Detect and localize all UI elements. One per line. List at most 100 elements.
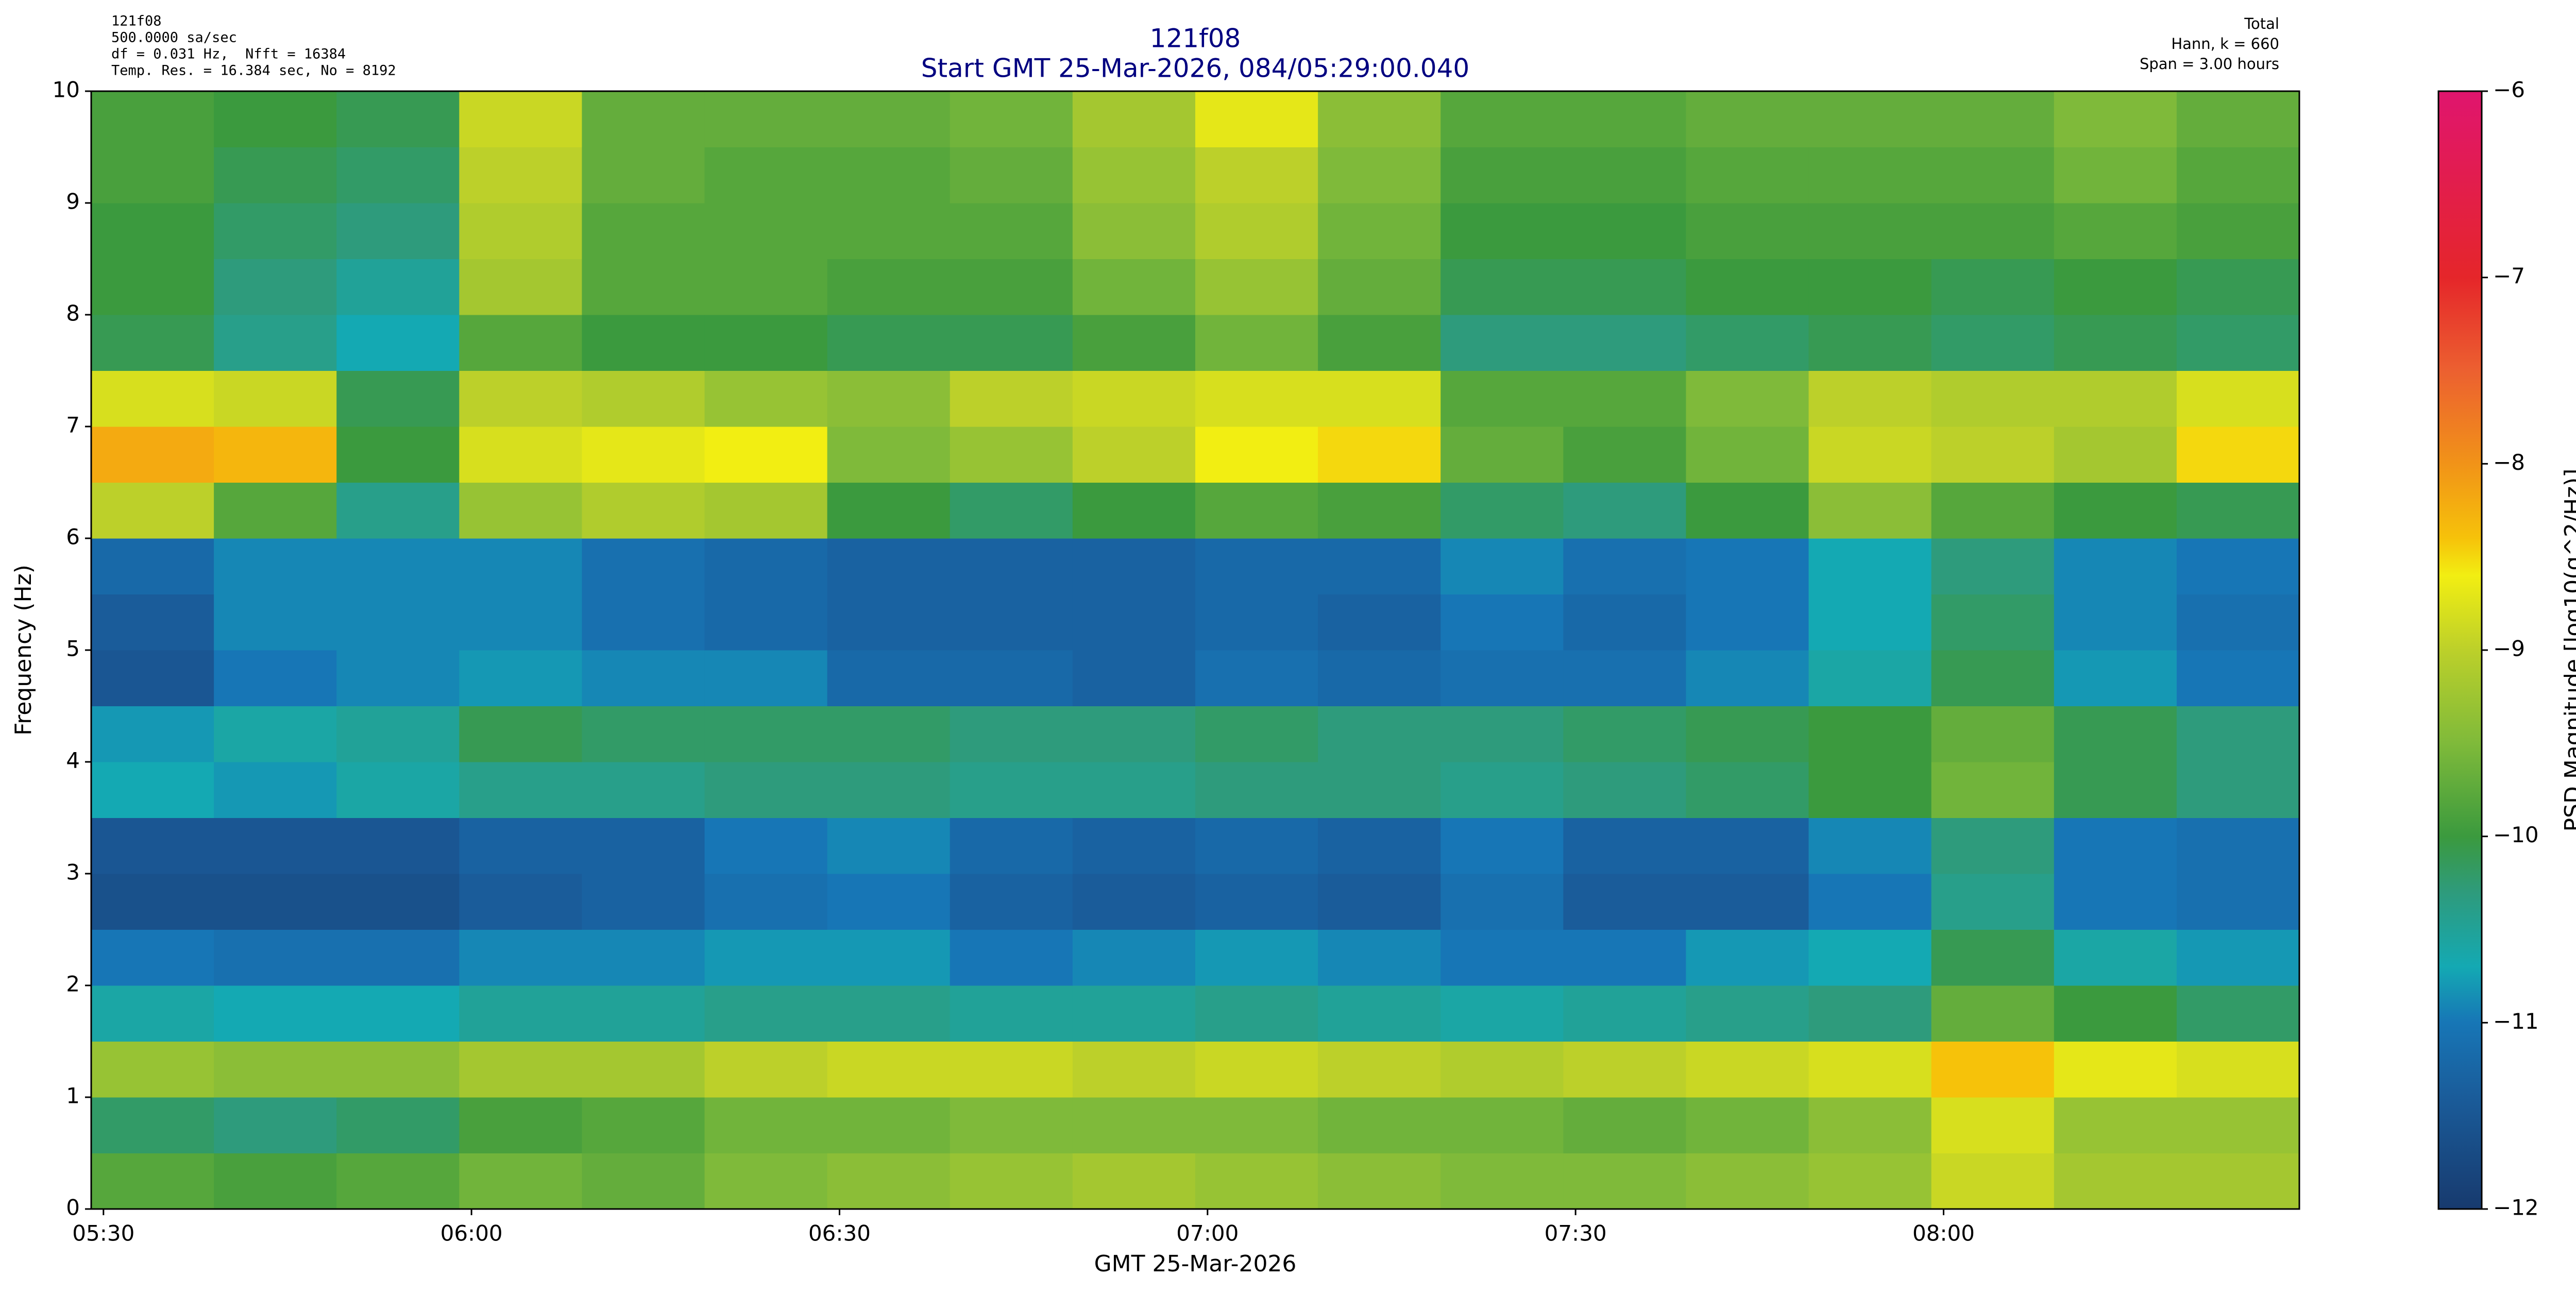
heatmap-cell bbox=[2054, 427, 2177, 483]
heatmap-cell bbox=[950, 985, 1073, 1042]
y-tick-label: 5 bbox=[66, 636, 80, 661]
heatmap-cell bbox=[1440, 1153, 1564, 1210]
y-tick-label: 6 bbox=[66, 524, 80, 550]
heatmap-cell bbox=[704, 427, 828, 483]
heatmap-cell bbox=[2176, 259, 2300, 315]
heatmap-cell bbox=[1563, 147, 1686, 203]
heatmap-cell bbox=[1440, 370, 1564, 427]
heatmap-cell bbox=[336, 538, 460, 594]
heatmap-cell bbox=[91, 259, 214, 315]
heatmap-cell bbox=[2054, 538, 2177, 594]
heatmap-cell bbox=[1686, 482, 1809, 539]
heatmap-cell bbox=[1195, 818, 1318, 874]
heatmap-cell bbox=[459, 315, 582, 371]
heatmap-cell bbox=[459, 259, 582, 315]
heatmap-cell bbox=[336, 203, 460, 259]
heatmap-cell bbox=[214, 203, 337, 259]
heatmap-cell bbox=[1808, 706, 1932, 762]
x-tick-label: 05:30 bbox=[72, 1221, 134, 1246]
heatmap-cell bbox=[582, 147, 705, 203]
heatmap-cell bbox=[459, 370, 582, 427]
heatmap-cell bbox=[2054, 482, 2177, 539]
heatmap-cell bbox=[2054, 1041, 2177, 1098]
heatmap-cell bbox=[1072, 1041, 1196, 1098]
heatmap-cell bbox=[336, 315, 460, 371]
heatmap-cell bbox=[1931, 370, 2055, 427]
heatmap-cell bbox=[582, 91, 705, 147]
heatmap-cell bbox=[336, 874, 460, 930]
heatmap-cell bbox=[2176, 315, 2300, 371]
heatmap-cell bbox=[1318, 482, 1441, 539]
heatmap-cell bbox=[1563, 1097, 1686, 1153]
heatmap-cell bbox=[2054, 762, 2177, 818]
heatmap-cell bbox=[2176, 1097, 2300, 1153]
heatmap-cell bbox=[950, 1153, 1073, 1210]
heatmap-cell bbox=[2176, 482, 2300, 539]
heatmap-cell bbox=[827, 706, 951, 762]
heatmap-cell bbox=[1563, 91, 1686, 147]
heatmap-cell bbox=[1686, 1041, 1809, 1098]
heatmap-cell bbox=[1563, 650, 1686, 706]
heatmap-cell bbox=[2054, 929, 2177, 986]
heatmap-cell bbox=[2054, 594, 2177, 651]
heatmap-cell bbox=[1563, 203, 1686, 259]
heatmap-cell bbox=[2054, 985, 2177, 1042]
heatmap-cell bbox=[1072, 147, 1196, 203]
heatmap-cell bbox=[1808, 482, 1932, 539]
heatmap-cell bbox=[2176, 706, 2300, 762]
heatmap-cell bbox=[1931, 706, 2055, 762]
y-tick-label: 2 bbox=[66, 972, 80, 997]
heatmap-cell bbox=[827, 91, 951, 147]
heatmap-cell bbox=[1686, 315, 1809, 371]
heatmap-cell bbox=[1563, 538, 1686, 594]
heatmap-cell bbox=[1808, 427, 1932, 483]
heatmap-cell bbox=[91, 91, 214, 147]
heatmap bbox=[91, 91, 2300, 1210]
heatmap-cell bbox=[950, 538, 1073, 594]
heatmap-cell bbox=[214, 259, 337, 315]
heatmap-cell bbox=[2176, 147, 2300, 203]
heatmap-cell bbox=[950, 594, 1073, 651]
heatmap-cell bbox=[1931, 1041, 2055, 1098]
heatmap-cell bbox=[827, 874, 951, 930]
heatmap-cell bbox=[336, 1153, 460, 1210]
heatmap-cell bbox=[214, 985, 337, 1042]
heatmap-cell bbox=[1318, 762, 1441, 818]
heatmap-cell bbox=[336, 818, 460, 874]
heatmap-cell bbox=[704, 985, 828, 1042]
heatmap-cell bbox=[1931, 874, 2055, 930]
heatmap-cell bbox=[91, 1153, 214, 1210]
heatmap-cell bbox=[1931, 482, 2055, 539]
heatmap-cell bbox=[827, 259, 951, 315]
heatmap-cell bbox=[950, 1097, 1073, 1153]
info-line: Temp. Res. = 16.384 sec, No = 8192 bbox=[111, 63, 396, 79]
heatmap-cell bbox=[1195, 203, 1318, 259]
heatmap-cell bbox=[214, 650, 337, 706]
heatmap-cell bbox=[827, 929, 951, 986]
colorbar-tick-label: −8 bbox=[2493, 450, 2525, 475]
heatmap-cell bbox=[1195, 1097, 1318, 1153]
heatmap-cell bbox=[459, 650, 582, 706]
heatmap-cell bbox=[1563, 762, 1686, 818]
heatmap-cell bbox=[1563, 315, 1686, 371]
heatmap-cell bbox=[1563, 874, 1686, 930]
heatmap-cell bbox=[1686, 650, 1809, 706]
heatmap-cell bbox=[1440, 650, 1564, 706]
heatmap-cell bbox=[91, 594, 214, 651]
heatmap-cell bbox=[827, 538, 951, 594]
heatmap-cell bbox=[1808, 91, 1932, 147]
x-tick-label: 07:30 bbox=[1545, 1221, 1607, 1246]
info-line: 500.0000 sa/sec bbox=[111, 30, 237, 46]
heatmap-cell bbox=[827, 1041, 951, 1098]
heatmap-cell bbox=[582, 1097, 705, 1153]
heatmap-cell bbox=[1808, 762, 1932, 818]
heatmap-cell bbox=[1318, 874, 1441, 930]
heatmap-cell bbox=[1318, 91, 1441, 147]
heatmap-cell bbox=[2176, 427, 2300, 483]
heatmap-cell bbox=[950, 427, 1073, 483]
heatmap-cell bbox=[827, 762, 951, 818]
heatmap-cell bbox=[214, 147, 337, 203]
heatmap-cell bbox=[459, 929, 582, 986]
heatmap-cell bbox=[1808, 818, 1932, 874]
heatmap-cell bbox=[459, 147, 582, 203]
